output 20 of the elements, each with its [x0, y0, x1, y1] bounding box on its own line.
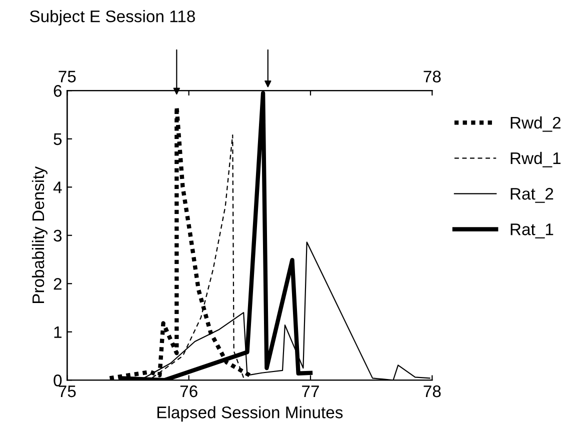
legend-label: Rat_1: [510, 224, 554, 238]
y-tick-label: 4: [53, 182, 62, 194]
x-axis-title: Elapsed Session Minutes: [157, 406, 343, 422]
x-tick-label: 77: [302, 386, 319, 398]
y-tick-label: 5: [54, 133, 62, 146]
x-tick-label: 78: [424, 385, 441, 398]
x-tick-label: 75: [58, 386, 76, 398]
x2-tick-label: 78: [424, 70, 441, 82]
legend-label: Rwd_2: [510, 116, 561, 132]
y-tick-label: 3: [54, 230, 62, 242]
y-tick-label: 2: [54, 278, 62, 290]
y-tick-label: 0: [54, 374, 62, 386]
chart-title: Subject E Session 118: [30, 10, 195, 26]
x-tick-label: 76: [180, 385, 198, 398]
y-tick-label: 6: [54, 85, 62, 97]
y-tick-label: 1: [54, 326, 62, 338]
x2-tick-label: 75: [58, 70, 76, 82]
legend-label: Rwd_1: [510, 152, 561, 168]
y-axis-title: Probability Density: [32, 166, 48, 304]
legend-label: Rat_2: [510, 188, 554, 203]
